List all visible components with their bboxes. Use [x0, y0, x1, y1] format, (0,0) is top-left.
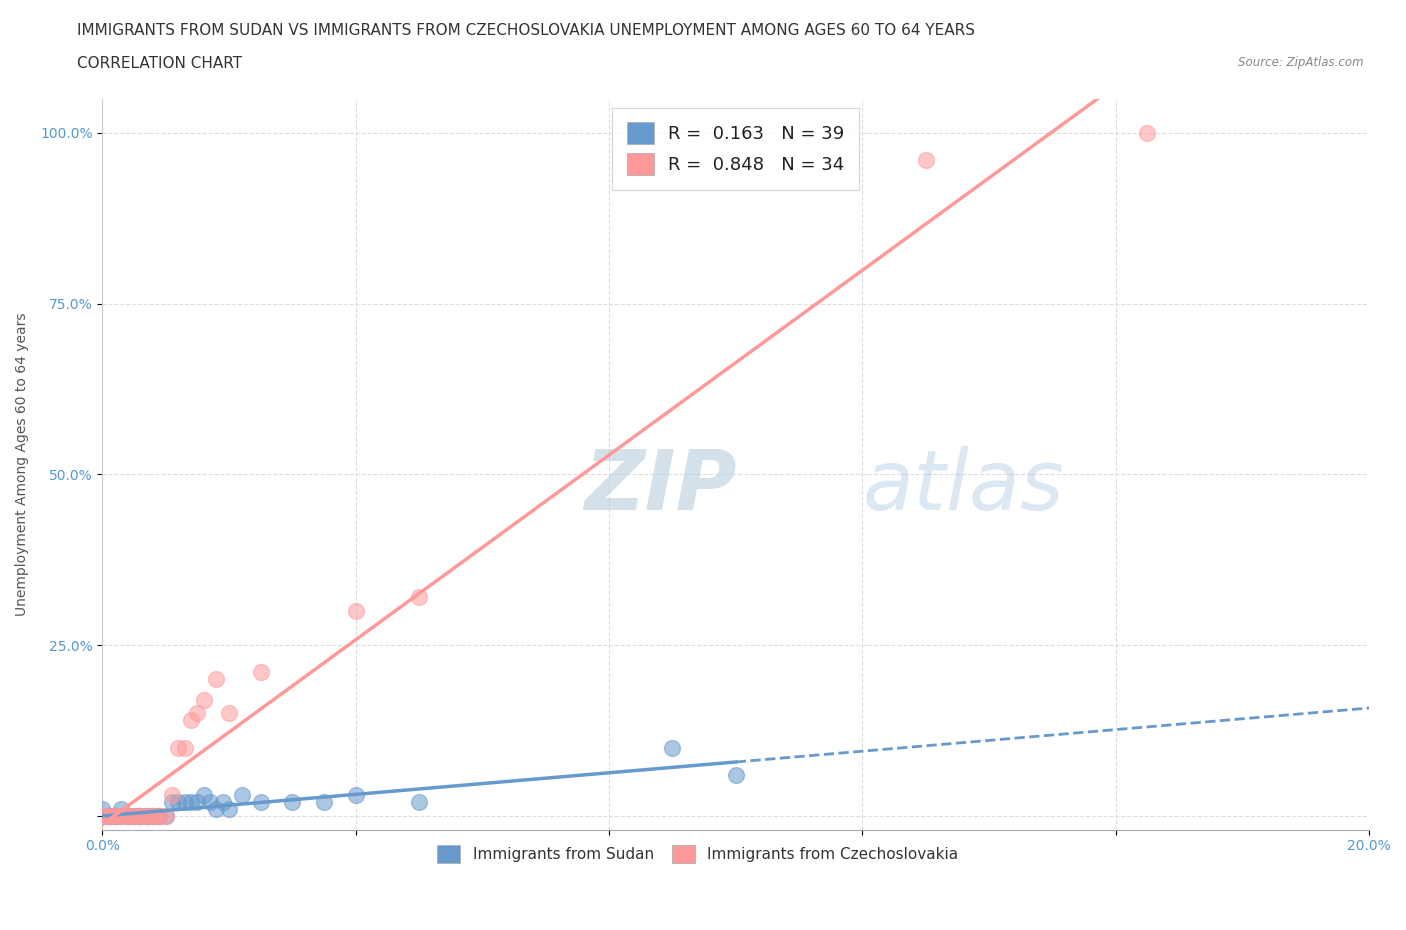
Text: IMMIGRANTS FROM SUDAN VS IMMIGRANTS FROM CZECHOSLOVAKIA UNEMPLOYMENT AMONG AGES : IMMIGRANTS FROM SUDAN VS IMMIGRANTS FROM…: [77, 23, 976, 38]
Point: [97, 808, 120, 823]
Point: [104, 808, 127, 823]
Point: [129, 808, 152, 823]
Point: [104, 808, 127, 823]
Point: [155, 808, 177, 823]
Point: [122, 808, 145, 823]
Point: [122, 808, 145, 823]
Point: [186, 706, 208, 721]
Point: [167, 740, 190, 755]
Point: [129, 808, 152, 823]
Point: [167, 795, 190, 810]
Point: [148, 808, 170, 823]
Point: [180, 795, 202, 810]
Text: ZIP: ZIP: [583, 445, 737, 526]
Point: [129, 808, 152, 823]
Point: [148, 808, 170, 823]
Point: [211, 795, 233, 810]
Point: [724, 767, 747, 782]
Point: [173, 740, 195, 755]
Point: [1136, 126, 1159, 140]
Point: [142, 808, 165, 823]
Point: [122, 808, 145, 823]
Point: [914, 153, 936, 167]
Text: atlas: atlas: [862, 445, 1064, 526]
Point: [122, 808, 145, 823]
Point: [180, 713, 202, 728]
Point: [110, 802, 132, 817]
Point: [91, 808, 114, 823]
Point: [173, 795, 195, 810]
Point: [218, 706, 240, 721]
Text: CORRELATION CHART: CORRELATION CHART: [77, 56, 242, 71]
Point: [91, 808, 114, 823]
Point: [110, 808, 132, 823]
Point: [135, 808, 157, 823]
Text: Source: ZipAtlas.com: Source: ZipAtlas.com: [1239, 56, 1364, 69]
Point: [344, 788, 367, 803]
Point: [142, 808, 165, 823]
Point: [135, 808, 157, 823]
Point: [97, 808, 120, 823]
Point: [110, 808, 132, 823]
Point: [117, 808, 139, 823]
Point: [408, 590, 430, 604]
Point: [205, 671, 228, 686]
Point: [198, 795, 221, 810]
Point: [193, 788, 215, 803]
Point: [160, 795, 183, 810]
Point: [148, 808, 170, 823]
Point: [97, 808, 120, 823]
Point: [97, 808, 120, 823]
Point: [160, 788, 183, 803]
Point: [104, 808, 127, 823]
Point: [344, 604, 367, 618]
Point: [155, 808, 177, 823]
Point: [314, 795, 336, 810]
Point: [117, 808, 139, 823]
Point: [281, 795, 304, 810]
Point: [110, 808, 132, 823]
Point: [249, 665, 271, 680]
Point: [249, 795, 271, 810]
Point: [129, 808, 152, 823]
Point: [408, 795, 430, 810]
Point: [142, 808, 165, 823]
Point: [117, 808, 139, 823]
Point: [91, 802, 114, 817]
Point: [135, 808, 157, 823]
Point: [218, 802, 240, 817]
Point: [661, 740, 683, 755]
Point: [148, 808, 170, 823]
Point: [205, 802, 228, 817]
Legend: Immigrants from Sudan, Immigrants from Czechoslovakia: Immigrants from Sudan, Immigrants from C…: [432, 839, 965, 870]
Point: [135, 808, 157, 823]
Point: [91, 808, 114, 823]
Point: [186, 795, 208, 810]
Point: [193, 692, 215, 707]
Y-axis label: Unemployment Among Ages 60 to 64 years: Unemployment Among Ages 60 to 64 years: [15, 312, 30, 616]
Point: [117, 808, 139, 823]
Point: [142, 808, 165, 823]
Point: [104, 808, 127, 823]
Point: [231, 788, 253, 803]
